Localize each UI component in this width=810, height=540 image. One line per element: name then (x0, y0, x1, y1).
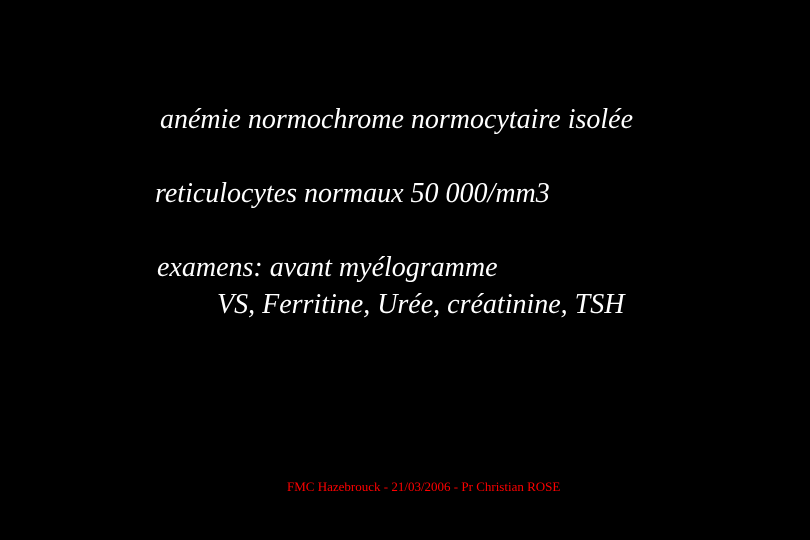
slide-line-reticulocytes: reticulocytes normaux 50 000/mm3 (155, 178, 550, 210)
slide-container: anémie normochrome normocytaire isolée r… (0, 0, 810, 540)
slide-footer: FMC Hazebrouck - 21/03/2006 - Pr Christi… (287, 479, 560, 495)
slide-title: anémie normochrome normocytaire isolée (160, 104, 633, 136)
slide-line-examens-list: VS, Ferritine, Urée, créatinine, TSH (217, 289, 624, 321)
slide-line-examens-label: examens: avant myélogramme (157, 252, 498, 284)
